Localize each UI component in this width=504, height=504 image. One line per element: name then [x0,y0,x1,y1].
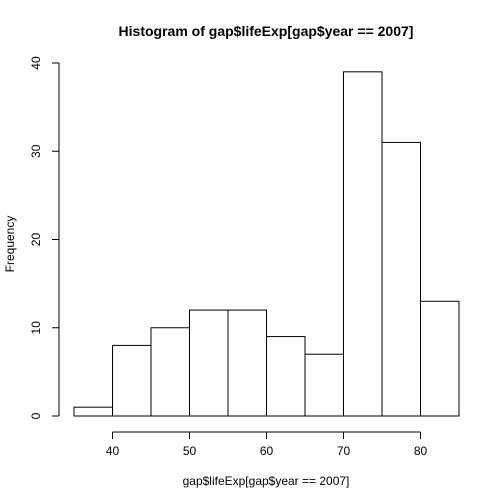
x-axis: 40 50 60 70 80 [106,431,428,458]
histogram-bar-2 [150,327,190,417]
histogram-bar-9 [420,300,460,417]
chart-title: Histogram of gap$lifeExp[gap$year == 200… [119,23,414,39]
x-axis-label: gap$lifeExp[gap$year == 2007] [183,474,350,488]
y-tick-label-2: 20 [29,233,43,247]
x-tick-label-1: 50 [183,444,197,458]
histogram-bar-4 [227,309,267,417]
histogram-bar-5 [266,336,306,417]
y-axis: 0 10 20 30 40 [29,56,60,419]
x-tick-label-2: 60 [260,444,274,458]
y-tick-label-0: 0 [29,412,43,419]
bars-layer [73,71,460,417]
histogram-bar-0 [73,406,113,417]
x-tick-label-3: 70 [337,444,351,458]
histogram-bar-8 [381,141,421,417]
histogram-bar-6 [304,353,344,417]
histogram-bar-3 [189,309,229,417]
x-tick-label-0: 40 [106,444,120,458]
x-tick-label-4: 80 [414,444,428,458]
histogram-bar-7 [343,71,383,417]
y-tick-label-3: 30 [29,144,43,158]
y-axis-label: Frequency [3,216,17,273]
y-tick-label-4: 40 [29,56,43,70]
y-tick-label-1: 10 [29,321,43,335]
histogram-bar-1 [112,344,152,417]
